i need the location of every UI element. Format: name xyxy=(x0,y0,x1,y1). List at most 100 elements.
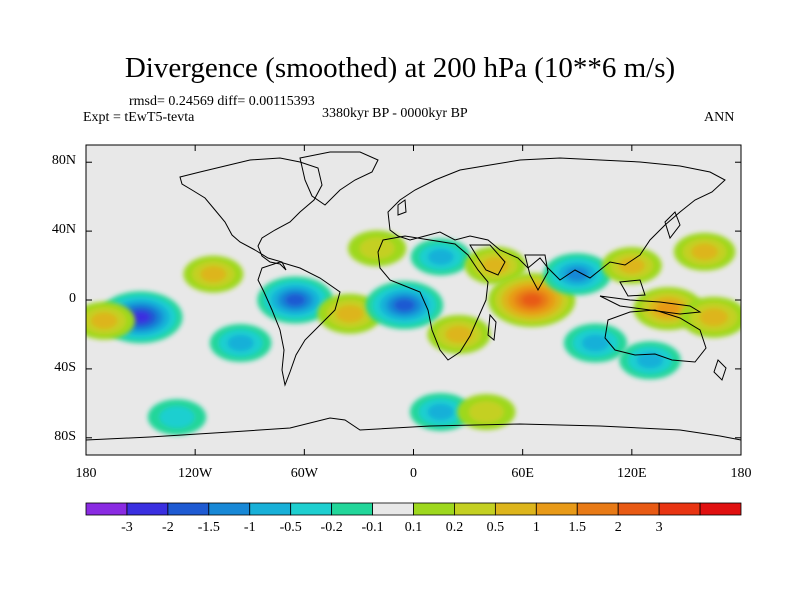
contour-band xyxy=(393,298,415,312)
colorbar-swatch xyxy=(454,502,496,516)
coast-uk xyxy=(397,199,407,216)
coast-japan xyxy=(664,211,681,240)
colorbar-swatch xyxy=(658,502,701,516)
colorbar-swatch xyxy=(249,502,292,516)
anomaly-13 xyxy=(563,323,628,363)
colorbar-swatch xyxy=(494,502,537,516)
anomaly-4 xyxy=(257,276,334,324)
coast-india xyxy=(524,254,549,292)
axis-ticks xyxy=(85,145,742,455)
contour-band xyxy=(284,293,306,307)
colorbar-swatch xyxy=(167,502,210,516)
contour-band xyxy=(691,243,718,260)
contour-band xyxy=(130,311,151,324)
anomaly-12 xyxy=(543,253,612,296)
contour-band xyxy=(618,257,645,274)
anomaly-10 xyxy=(464,246,527,285)
colorbar-label: -0.1 xyxy=(361,520,384,535)
contour-band xyxy=(427,403,454,421)
contour-band xyxy=(468,401,504,423)
contour-band xyxy=(699,308,728,327)
stats-text: rmsd= 0.24569 diff= 0.00115393 xyxy=(129,94,315,109)
coast-madagascar xyxy=(487,313,497,341)
contour-band xyxy=(445,326,473,343)
colorbar-label: 0.5 xyxy=(486,520,505,535)
coast-borneo xyxy=(619,279,646,297)
anomaly-6 xyxy=(347,230,407,267)
coast-indonesia xyxy=(599,295,702,315)
colorbar-swatch xyxy=(699,502,742,516)
lat-tick-label: 40S xyxy=(54,359,76,375)
lat-tick-label: 0 xyxy=(69,291,76,306)
colorbar-label: -0.2 xyxy=(320,520,343,535)
coast-antarctica xyxy=(86,417,741,441)
contour-band xyxy=(200,266,227,283)
lon-tick-label: 60E xyxy=(511,466,534,481)
colorbar xyxy=(85,502,742,516)
anomaly-18 xyxy=(619,341,681,380)
contour-band xyxy=(565,267,589,282)
anomaly-17 xyxy=(673,232,736,271)
contour-band xyxy=(90,312,118,329)
colorbar-label: -0.5 xyxy=(279,520,302,535)
lat-tick-label: 80N xyxy=(51,153,76,169)
colorbar-swatch xyxy=(290,502,333,516)
colorbar-label: -1 xyxy=(243,520,256,535)
contour-band xyxy=(581,334,609,352)
colorbar-label: -2 xyxy=(162,520,174,535)
anomaly-19 xyxy=(409,392,472,431)
lat-tick-label: 40N xyxy=(51,222,76,238)
anomaly-14 xyxy=(601,247,662,285)
anomaly-2 xyxy=(183,255,244,293)
colorbar-swatch xyxy=(85,502,128,516)
colorbar-label: -1.5 xyxy=(197,520,220,535)
colorbar-label: 1.5 xyxy=(568,520,587,535)
lon-tick-label: 120E xyxy=(617,466,647,481)
anomaly-1 xyxy=(86,301,135,340)
lon-tick-label: 120W xyxy=(178,466,213,481)
anomaly-16 xyxy=(680,296,741,338)
colorbar-label: -3 xyxy=(121,520,133,535)
anomaly-21 xyxy=(147,399,207,436)
colorbar-label: 1 xyxy=(532,520,540,535)
anomaly-8 xyxy=(410,238,471,276)
colorbar-swatch xyxy=(413,502,455,516)
experiment-label: Expt = tEwT5-tevta xyxy=(83,110,195,125)
anomaly-3 xyxy=(209,324,272,363)
colorbar-swatch xyxy=(126,502,169,516)
colorbar-label: 0.1 xyxy=(404,520,423,535)
colorbar-swatch xyxy=(331,502,373,516)
period-label: 3380kyr BP - 0000kyr BP xyxy=(322,106,468,121)
anomaly-20 xyxy=(457,393,516,430)
contour-band xyxy=(227,334,254,352)
map-title: Divergence (smoothed) at 200 hPa (10**6 … xyxy=(124,52,676,84)
coast-north-america xyxy=(179,157,323,271)
colorbar-label: 3 xyxy=(655,520,663,535)
colorbar-swatch xyxy=(535,502,578,516)
lon-tick-label: 0 xyxy=(410,466,417,481)
contour-band xyxy=(482,257,509,274)
lat-tick-label: 80S xyxy=(54,428,76,444)
anomaly-9 xyxy=(427,314,491,354)
colorbar-label: 2 xyxy=(614,520,622,535)
colorbar-swatch xyxy=(208,502,251,516)
contour-band xyxy=(636,352,664,369)
season-label: ANN xyxy=(704,110,735,125)
colorbar-label: 0.2 xyxy=(445,520,464,535)
colorbar-swatch xyxy=(617,502,660,516)
coast-eurasia xyxy=(387,157,726,281)
coast-africa xyxy=(377,235,489,361)
coast-australia xyxy=(604,309,707,363)
coastlines xyxy=(86,151,741,441)
contour-band xyxy=(335,305,364,323)
anomaly-7 xyxy=(365,281,444,330)
contour-band xyxy=(427,249,454,265)
lon-tick-label: 180 xyxy=(75,466,97,481)
contour-band xyxy=(359,237,395,260)
coast-new-zealand xyxy=(713,359,727,381)
contour-band xyxy=(159,406,195,428)
lon-tick-label: 60W xyxy=(290,466,318,481)
coast-arabia xyxy=(469,244,506,276)
colorbar-swatch xyxy=(372,502,414,516)
colorbar-swatch xyxy=(576,502,619,516)
